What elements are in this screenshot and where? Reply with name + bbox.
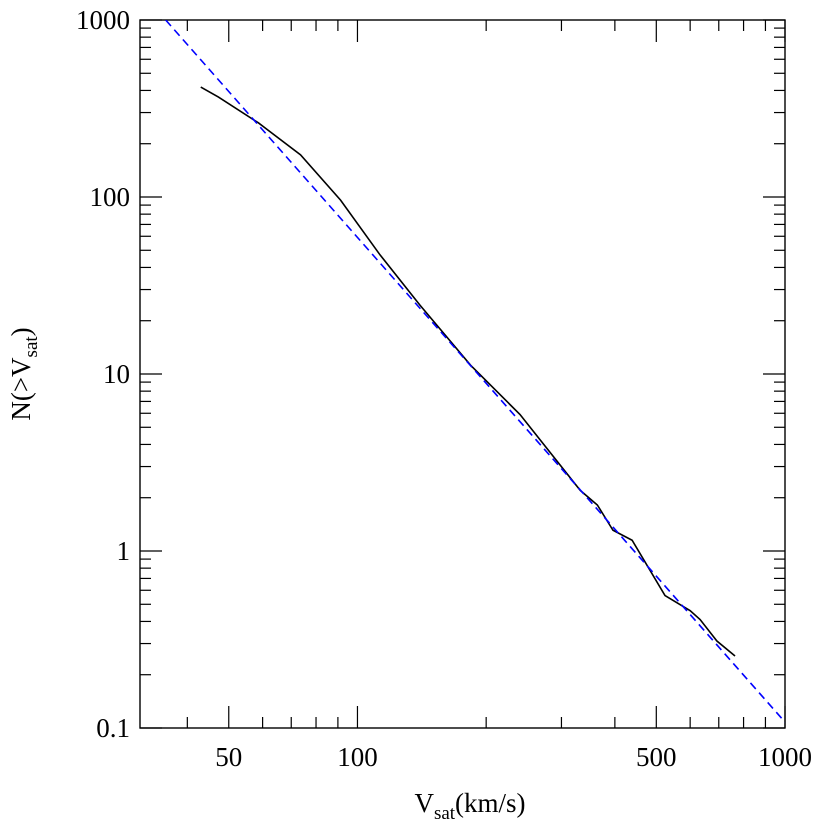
y-tick-label: 10 — [103, 359, 130, 389]
data-line — [165, 20, 785, 723]
y-tick-label: 1 — [117, 536, 131, 566]
y-tick-label: 1000 — [76, 5, 130, 35]
y-tick-label: 0.1 — [96, 713, 130, 743]
x-axis-label: Vsat(km/s) — [414, 788, 525, 824]
x-tick-label: 1000 — [758, 742, 812, 772]
y-axis-label: N(>Vsat) — [6, 327, 42, 420]
x-tick-label: 50 — [215, 742, 242, 772]
y-tick-label: 100 — [90, 182, 131, 212]
x-tick-label: 500 — [636, 742, 677, 772]
data-line — [200, 86, 736, 657]
x-tick-label: 100 — [337, 742, 378, 772]
plot-frame — [139, 19, 786, 729]
